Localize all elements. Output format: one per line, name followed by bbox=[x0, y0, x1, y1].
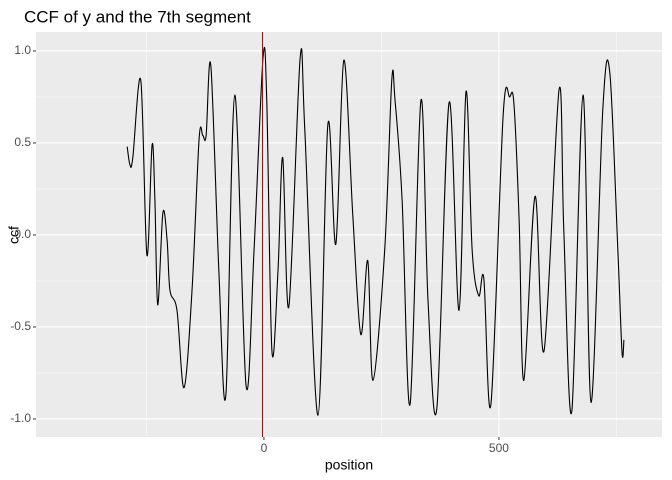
ccf-line bbox=[126, 46, 625, 416]
y-tick-label: 1.0 bbox=[14, 43, 31, 57]
x-axis-label: position bbox=[325, 457, 373, 473]
y-tick-label: 0.5 bbox=[14, 135, 31, 149]
y-tick-label: 0.0 bbox=[14, 227, 31, 241]
x-tick-label: 0 bbox=[261, 441, 268, 455]
x-tick-label: 500 bbox=[489, 441, 509, 455]
y-tick-label: -1.0 bbox=[10, 411, 31, 425]
y-axis-label: ccf bbox=[6, 226, 22, 244]
y-tick-label: -0.5 bbox=[10, 319, 31, 333]
chart-title: CCF of y and the 7th segment bbox=[24, 7, 251, 26]
